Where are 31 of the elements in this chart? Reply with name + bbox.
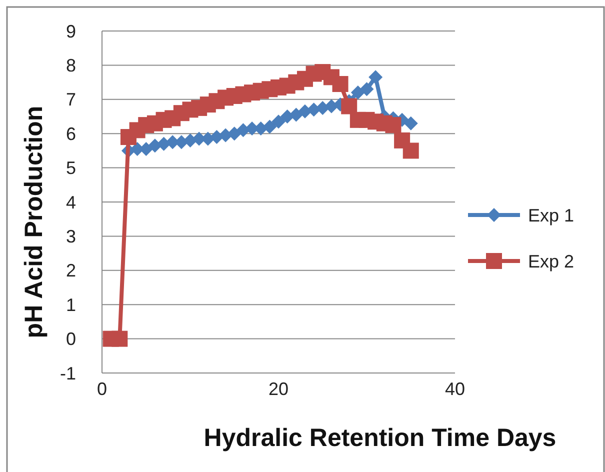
y-tick-label: 4	[66, 192, 76, 212]
point	[360, 82, 374, 96]
point	[402, 142, 419, 159]
x-tick-label: 40	[444, 379, 466, 399]
y-tick-label: 9	[66, 21, 76, 42]
point	[262, 120, 277, 134]
point	[350, 86, 365, 100]
point	[385, 117, 402, 134]
y-axis-title: pH Acid Production	[20, 106, 48, 338]
point	[289, 108, 304, 122]
legend-label: Exp 1	[528, 205, 574, 226]
legend-label: Exp 2	[528, 251, 574, 272]
point	[227, 126, 242, 141]
point	[272, 114, 286, 129]
y-tick-label: 5	[66, 158, 76, 178]
x-tick-label: 0	[96, 379, 108, 399]
y-tick-label: -1	[60, 363, 76, 384]
y-tick-label: 6	[66, 124, 76, 144]
y-tick-label: 0	[66, 329, 76, 350]
point	[341, 98, 358, 114]
y-tick-label: 2	[66, 260, 76, 281]
y-tick-label: 3	[66, 226, 76, 246]
point	[112, 330, 128, 347]
point	[332, 76, 348, 92]
y-tick-label: 8	[66, 56, 76, 76]
point	[368, 70, 383, 84]
y-tick-label: 1	[66, 294, 76, 315]
x-tick-label: 20	[268, 379, 289, 399]
y-tick-label: 7	[66, 90, 76, 110]
x-axis-title: Hydralic Retention Time Days	[204, 424, 556, 452]
point	[404, 116, 418, 130]
